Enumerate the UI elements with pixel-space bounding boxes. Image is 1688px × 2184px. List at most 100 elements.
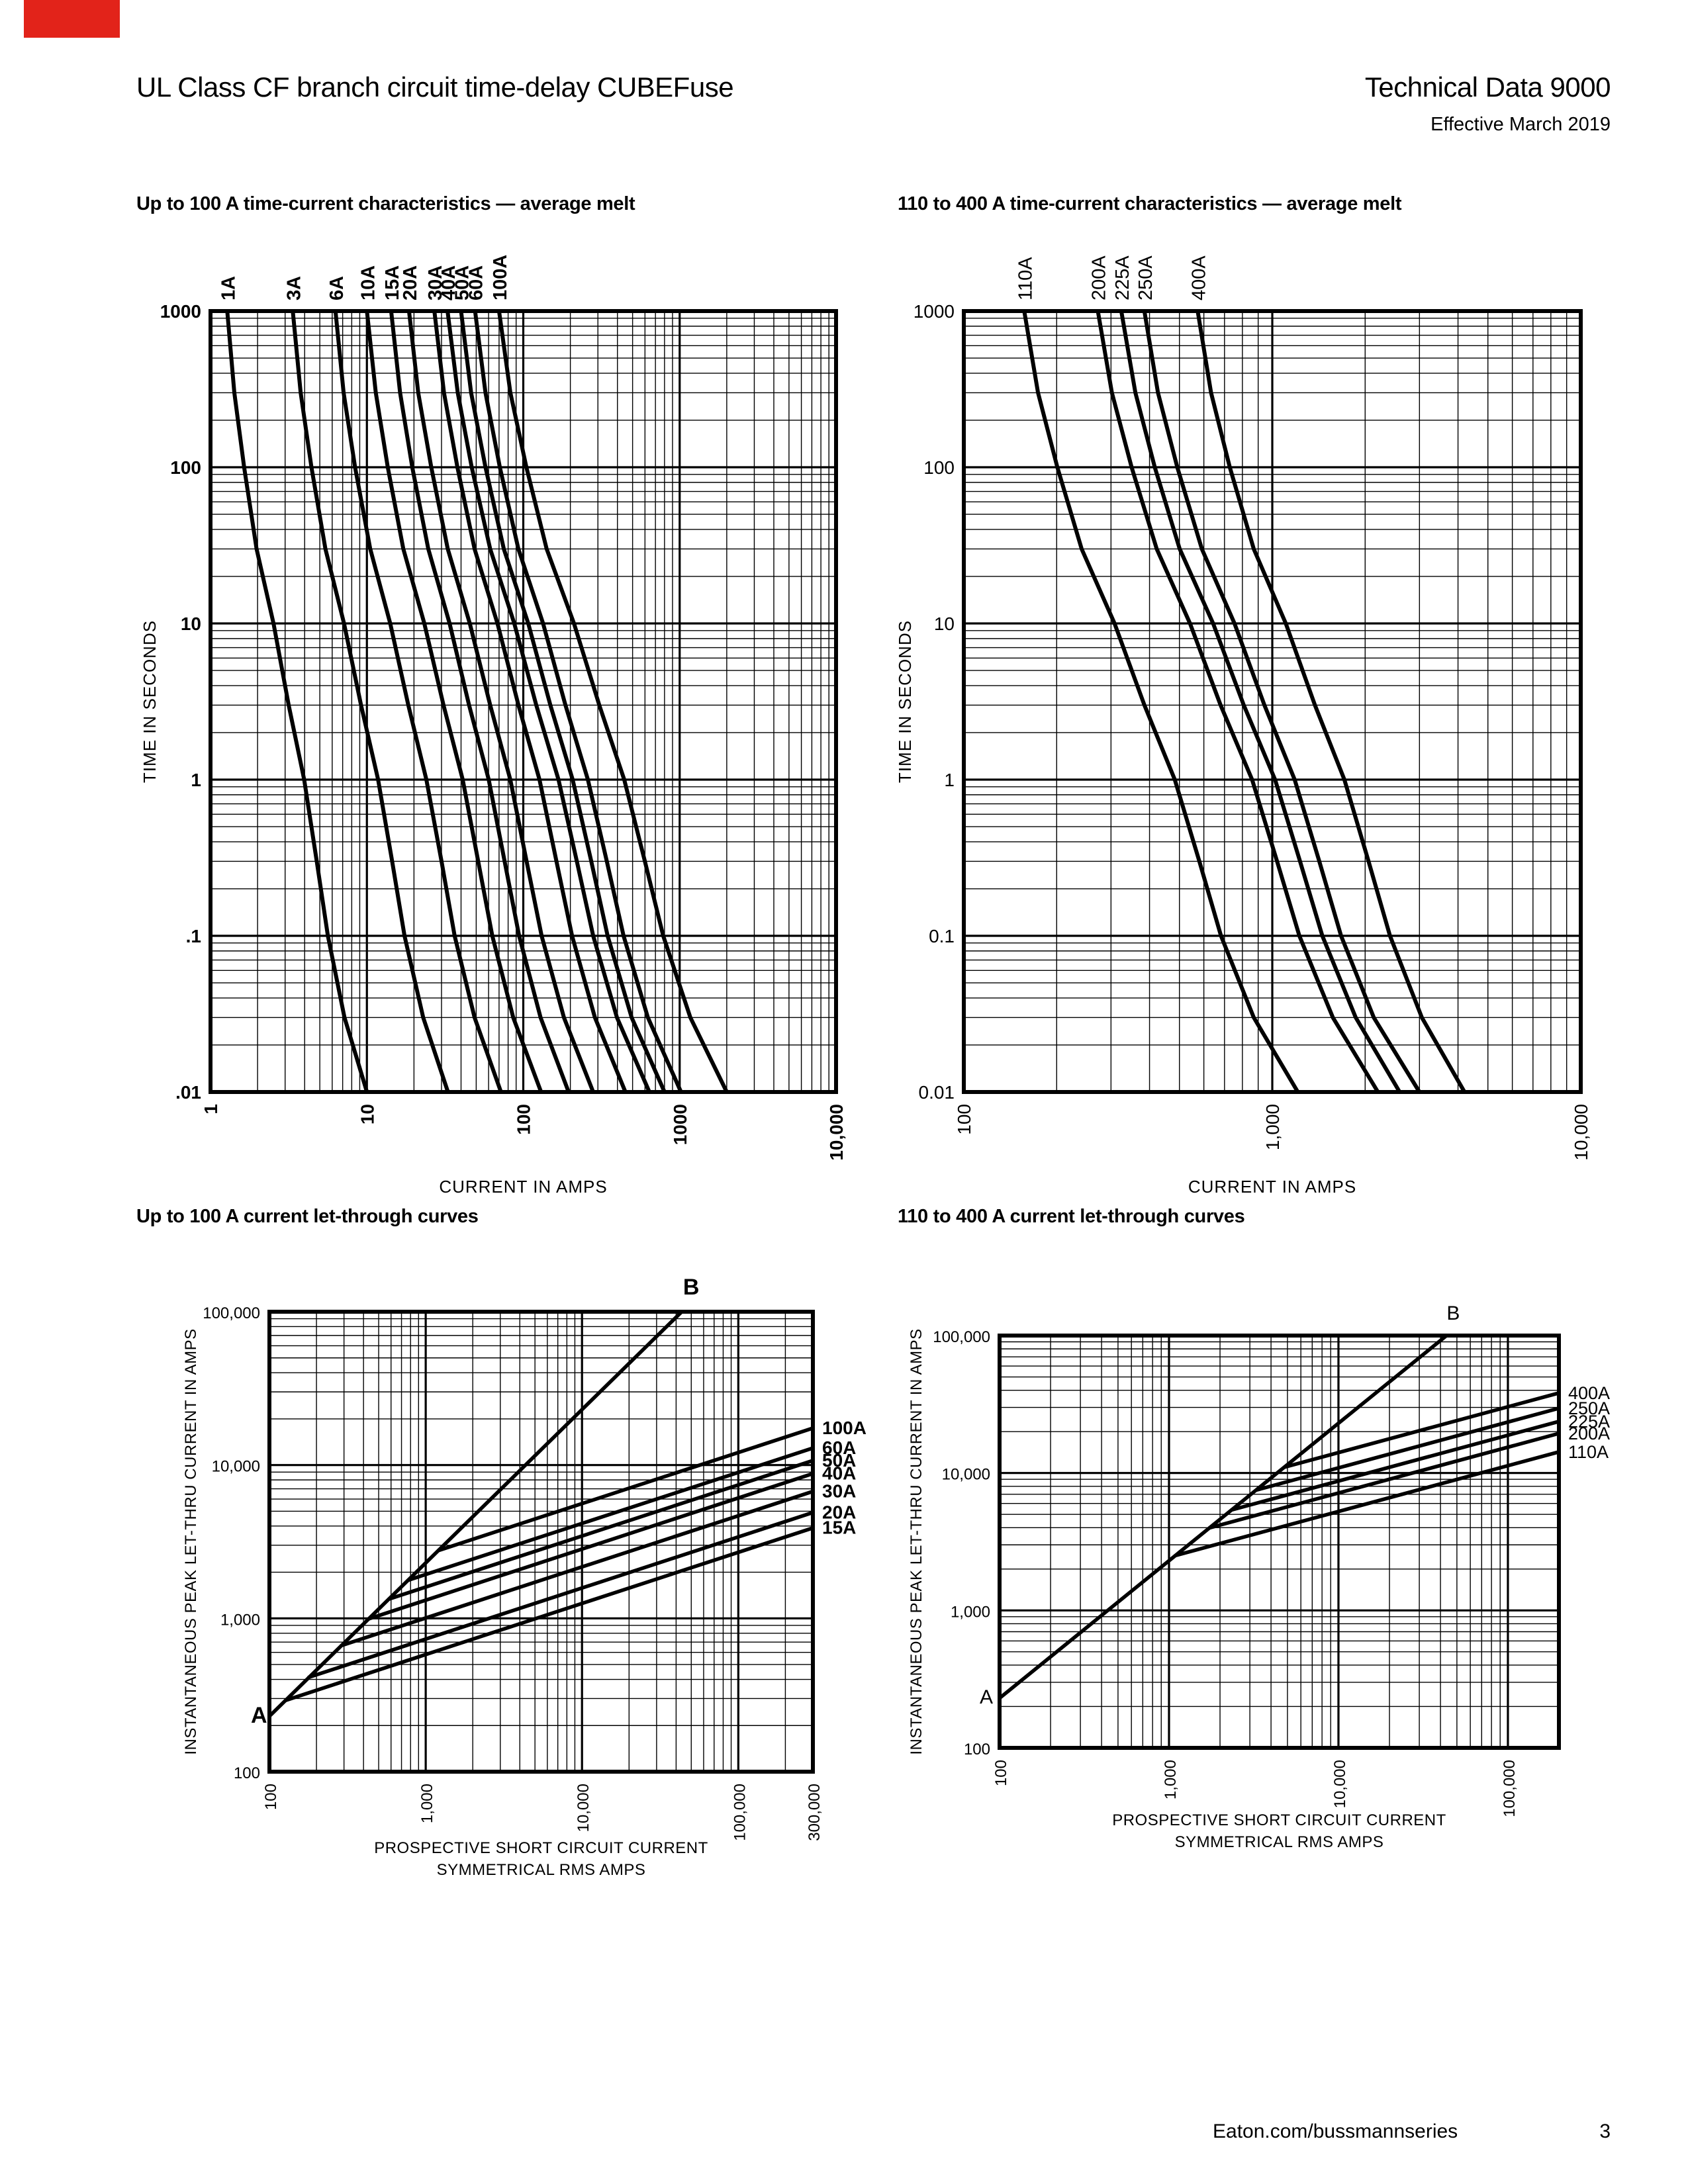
series-label-400A: 400A bbox=[1568, 1383, 1610, 1403]
series-label-1A: 1A bbox=[218, 276, 239, 300]
y-tick: 1,000 bbox=[220, 1611, 260, 1629]
grid bbox=[1000, 1336, 1559, 1748]
x-tick: 300,000 bbox=[806, 1784, 823, 1841]
curve-6A bbox=[333, 309, 503, 1094]
y-tick: 1000 bbox=[160, 301, 201, 322]
plot-border bbox=[209, 309, 838, 1094]
chart-lt-up-to-100A: 100A60A50A40A30A20A15A100,00010,0001,000… bbox=[182, 1275, 867, 1879]
x-tick: 10,000 bbox=[826, 1104, 847, 1161]
curve-60A bbox=[473, 309, 683, 1094]
document-number: Technical Data 9000 bbox=[1364, 71, 1611, 103]
annotation-B: B bbox=[683, 1275, 700, 1300]
annotation-B: B bbox=[1446, 1302, 1460, 1324]
y-tick: 0.01 bbox=[919, 1082, 955, 1103]
series-label-10A: 10A bbox=[357, 265, 379, 300]
x-axis-title: PROSPECTIVE SHORT CIRCUIT CURRENT bbox=[1112, 1811, 1446, 1829]
y-tick: 10,000 bbox=[942, 1466, 990, 1484]
x-tick: 100 bbox=[954, 1104, 974, 1135]
y-axis-title: INSTANTANEOUS PEAK LET-THRU CURRENT IN A… bbox=[182, 1328, 200, 1754]
curve-200A bbox=[1207, 1432, 1561, 1530]
curve-10A bbox=[365, 309, 543, 1094]
curve-A-B bbox=[998, 1334, 1449, 1700]
chart-title-tc-up-to-100A: Up to 100 A time-current characteristics… bbox=[136, 193, 635, 214]
y-tick: 10,000 bbox=[212, 1458, 260, 1476]
curve-30A bbox=[340, 1489, 815, 1648]
series-label-40A: 40A bbox=[822, 1463, 856, 1484]
y-tick: 1 bbox=[191, 770, 201, 790]
curve-40A bbox=[445, 309, 651, 1094]
effective-date: Effective March 2019 bbox=[1430, 114, 1611, 135]
y-tick: 100 bbox=[234, 1764, 260, 1782]
document-title: UL Class CF branch circuit time-delay CU… bbox=[136, 71, 734, 103]
y-tick: 0.1 bbox=[929, 926, 955, 946]
series-label-15A: 15A bbox=[382, 265, 403, 300]
y-tick: 1 bbox=[944, 770, 955, 790]
series-label-100A: 100A bbox=[490, 255, 511, 300]
x-axis-title: SYMMETRICAL RMS AMPS bbox=[437, 1861, 646, 1879]
curve-40A bbox=[367, 1471, 815, 1621]
curve-3A bbox=[291, 309, 450, 1094]
plot-border bbox=[267, 1310, 815, 1774]
plot-border bbox=[998, 1334, 1561, 1750]
red-corner-marker bbox=[24, 0, 120, 38]
x-axis-title: CURRENT IN AMPS bbox=[1188, 1177, 1356, 1197]
x-axis-title: PROSPECTIVE SHORT CIRCUIT CURRENT bbox=[374, 1839, 708, 1857]
x-axis-title: SYMMETRICAL RMS AMPS bbox=[1175, 1833, 1384, 1851]
series-label-225A: 225A bbox=[1112, 255, 1133, 300]
annotation-A: A bbox=[251, 1703, 267, 1728]
x-tick: 10,000 bbox=[1571, 1104, 1591, 1161]
x-axis-title: CURRENT IN AMPS bbox=[439, 1177, 607, 1197]
curve-50A bbox=[459, 309, 667, 1094]
series-label-60A: 60A bbox=[822, 1437, 856, 1458]
series-label-200A: 200A bbox=[1568, 1424, 1610, 1443]
curve-110A bbox=[1173, 1450, 1561, 1558]
annotation-A: A bbox=[980, 1686, 993, 1708]
curve-200A bbox=[1096, 309, 1380, 1094]
chart-title-tc-110-400A: 110 to 400 A time-current characteristic… bbox=[898, 193, 1402, 214]
chart-title-lt-up-to-100A: Up to 100 A current let-through curves bbox=[136, 1206, 479, 1227]
x-tick: 1,000 bbox=[1162, 1760, 1180, 1799]
grid bbox=[269, 1312, 813, 1772]
chart-tc-110-400A: 110A 200A 225A 250A 400A10001001010.10.01100… bbox=[895, 255, 1591, 1197]
curve-250A bbox=[1254, 1406, 1561, 1492]
series-label-50A: 50A bbox=[451, 265, 473, 300]
curve-50A bbox=[387, 1459, 815, 1601]
y-axis-title: INSTANTANEOUS PEAK LET-THRU CURRENT IN A… bbox=[908, 1328, 925, 1754]
curve-20A bbox=[406, 309, 596, 1094]
curve-1A bbox=[225, 309, 369, 1094]
series-label-15A: 15A bbox=[822, 1518, 856, 1538]
curve-A-B bbox=[267, 1310, 684, 1718]
curve-100A bbox=[496, 309, 729, 1094]
curve-15A bbox=[283, 1525, 815, 1702]
y-tick: .1 bbox=[186, 926, 201, 946]
series-label-200A: 200A bbox=[1089, 255, 1110, 300]
series-label-30A: 30A bbox=[822, 1481, 856, 1502]
page-number: 3 bbox=[1599, 2120, 1611, 2142]
series-label-225A: 225A bbox=[1568, 1412, 1610, 1432]
y-tick: 1000 bbox=[914, 301, 955, 322]
x-tick: 1 bbox=[201, 1104, 221, 1115]
curve-225A bbox=[1229, 1420, 1561, 1512]
x-tick: 1000 bbox=[670, 1104, 690, 1145]
y-tick: 100,000 bbox=[933, 1328, 990, 1346]
series-label-250A: 250A bbox=[1135, 255, 1156, 300]
curve-225A bbox=[1119, 309, 1402, 1094]
series-label-3A: 3A bbox=[283, 276, 305, 300]
y-axis-title: TIME IN SECONDS bbox=[140, 620, 160, 783]
y-tick: 100 bbox=[964, 1741, 990, 1758]
series-label-250A: 250A bbox=[1568, 1398, 1610, 1418]
x-tick: 100,000 bbox=[731, 1784, 749, 1841]
curve-110A bbox=[1022, 309, 1300, 1094]
y-tick: .01 bbox=[175, 1082, 201, 1103]
y-tick: 100 bbox=[923, 457, 955, 478]
y-tick: 1,000 bbox=[951, 1603, 990, 1621]
series-label-60A: 60A bbox=[466, 265, 487, 300]
plot-border bbox=[962, 309, 1583, 1094]
series-label-20A: 20A bbox=[400, 265, 421, 300]
x-tick: 10,000 bbox=[1331, 1760, 1349, 1808]
chart-title-lt-110-400A: 110 to 400 A current let-through curves bbox=[898, 1206, 1245, 1227]
